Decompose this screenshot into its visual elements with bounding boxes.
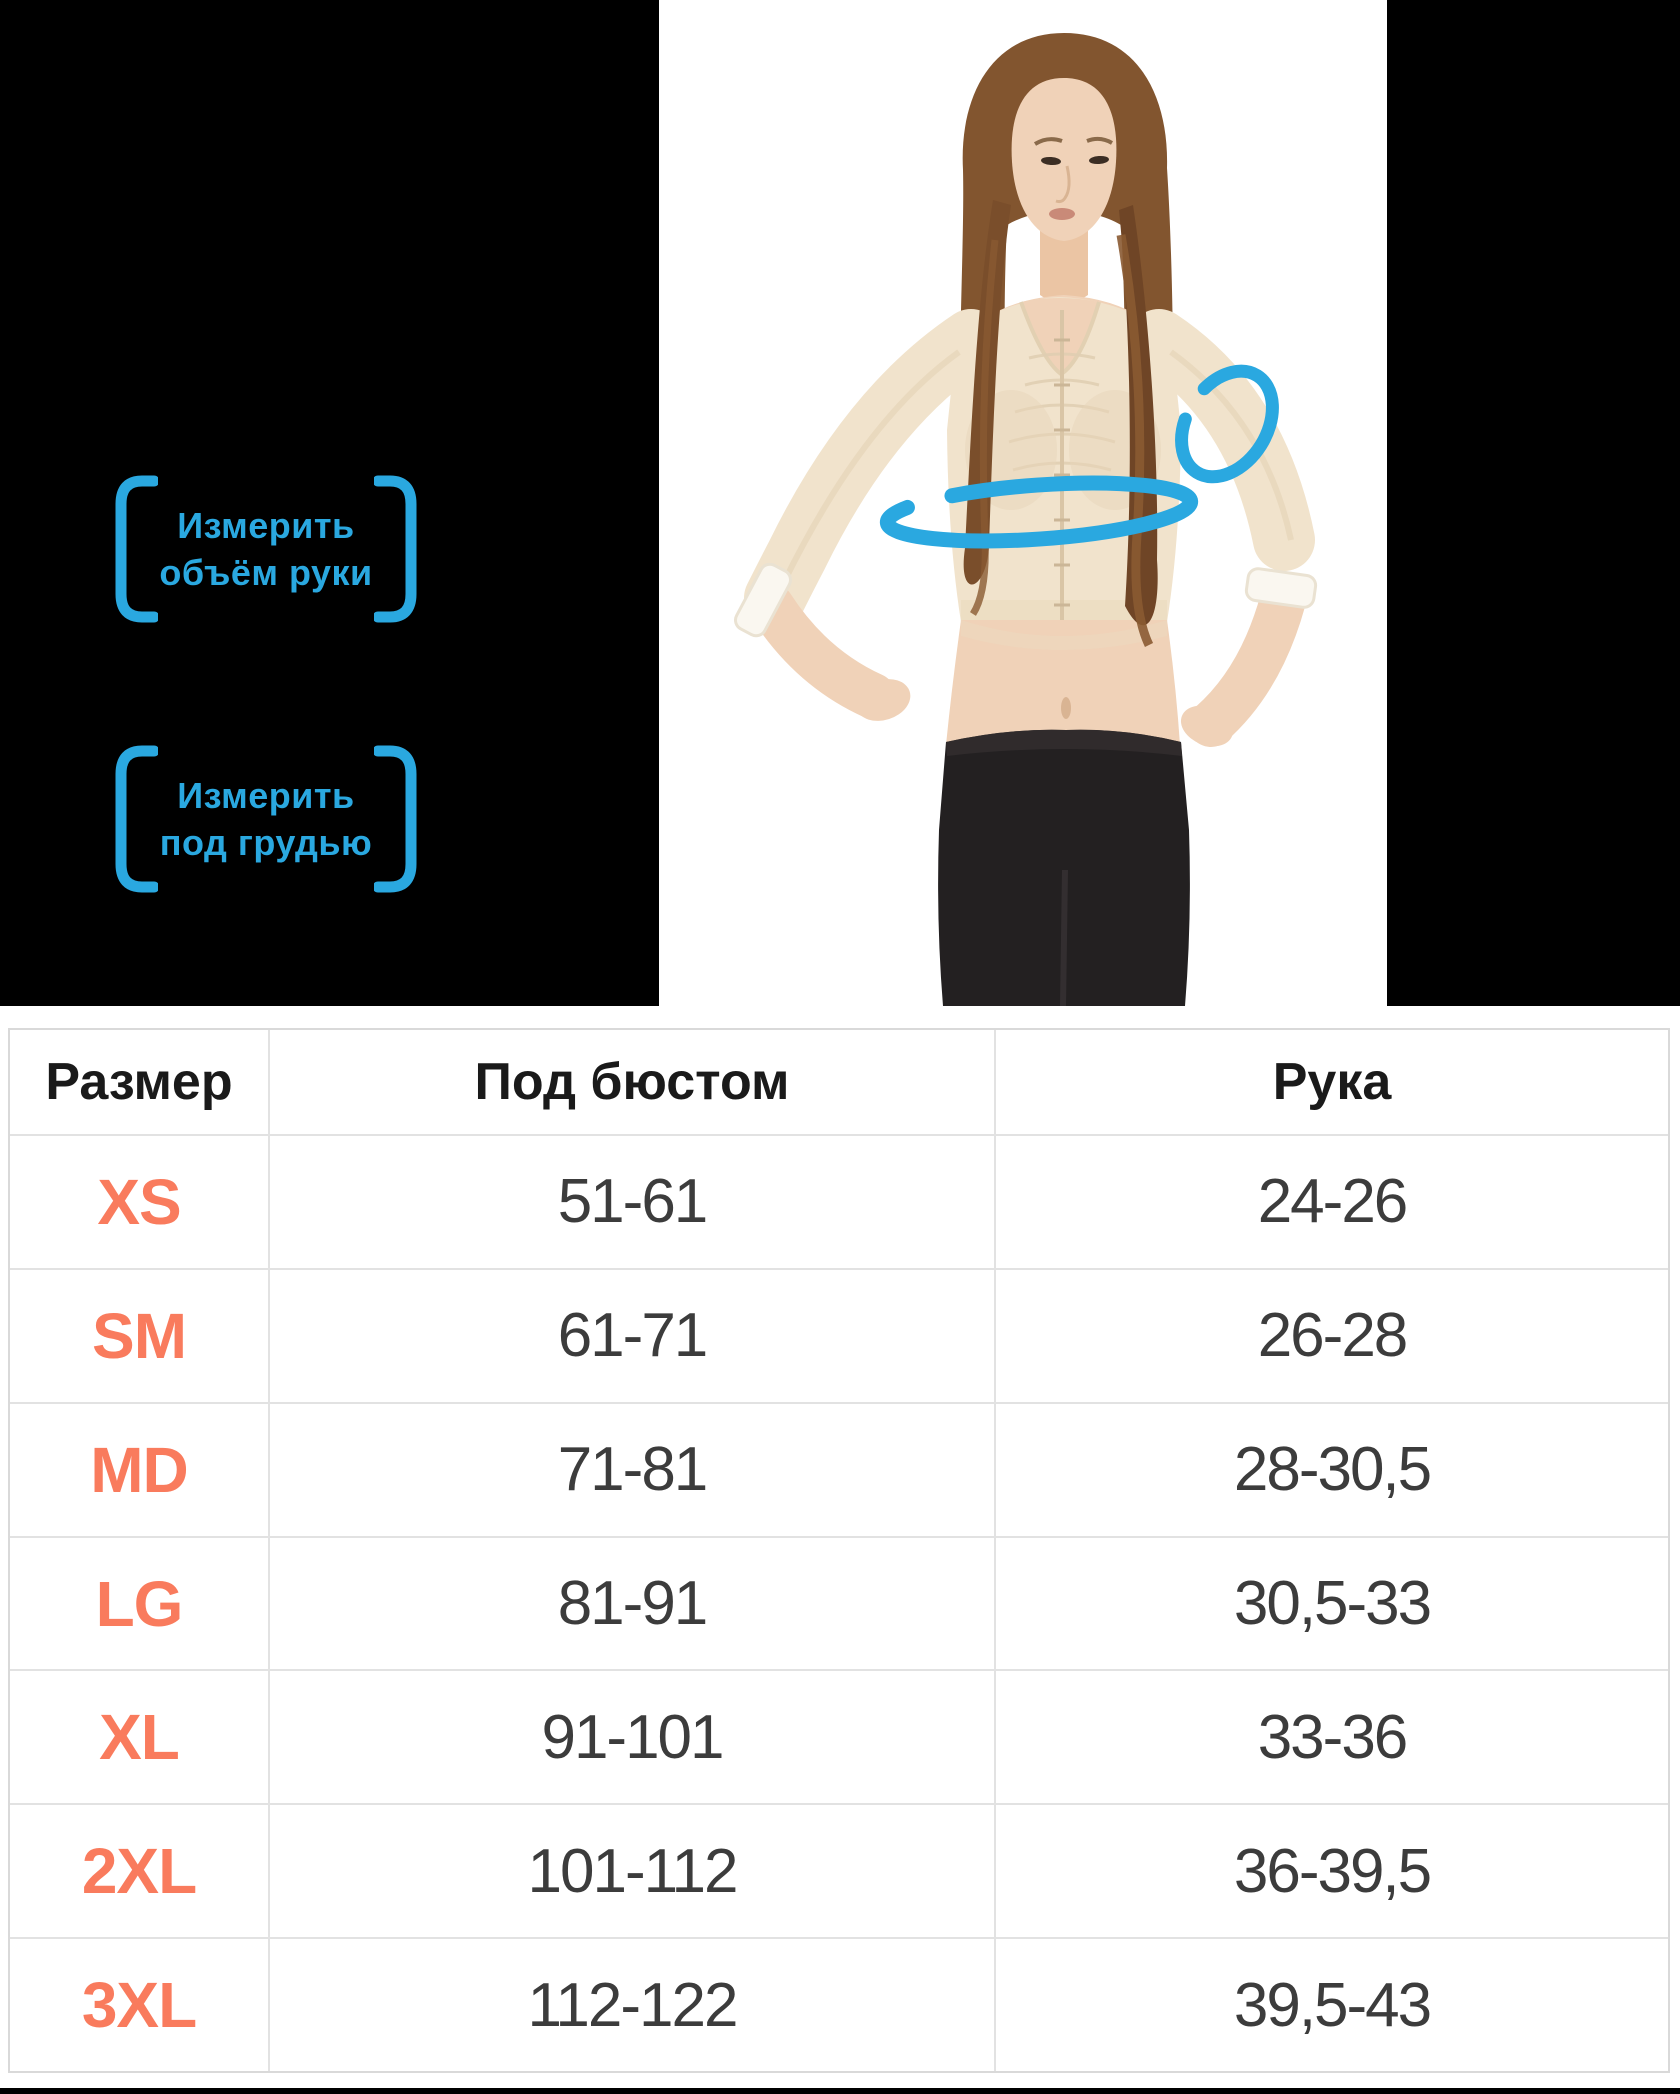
underbust-measure-ellipse — [879, 475, 1199, 549]
right-hand — [1180, 705, 1234, 747]
leggings — [938, 729, 1190, 1006]
left-forearm — [748, 583, 896, 719]
measure-arm-text: Измерить объём руки — [158, 502, 374, 596]
right-bracket-icon — [374, 745, 417, 893]
size-cell: XS — [10, 1136, 270, 1268]
underbust-cell: 61-71 — [270, 1269, 996, 1402]
hook-closure — [1054, 338, 1070, 607]
arm-cell: 26-28 — [1257, 1301, 1409, 1371]
underbust-cell: 112-122 — [270, 1939, 996, 2072]
midriff — [946, 620, 1180, 745]
left-bracket-icon — [115, 475, 158, 623]
right-bracket-icon — [374, 475, 417, 623]
table-row: 3XL 112-122 39,5-43 — [10, 1937, 1668, 2072]
table-row: LG 81-91 30,5-33 — [10, 1535, 1668, 1670]
model-illustration — [733, 33, 1318, 1006]
measure-arm-line2: объём руки — [159, 552, 373, 593]
measure-underbust-text: Измерить под грудью — [158, 772, 374, 866]
underbust-cell: 91-101 — [270, 1671, 996, 1804]
navel — [1061, 697, 1071, 719]
left-sleeve — [744, 309, 1002, 629]
hair-back — [959, 33, 1174, 631]
arm-cell: 39,5-43 — [1233, 1970, 1432, 2040]
arm-measure-ellipse — [1175, 364, 1279, 484]
table-row: SM 61-71 26-28 — [10, 1267, 1668, 1402]
header-underbust: Под бюстом — [270, 1030, 996, 1134]
table-row: MD 71-81 28-30,5 — [10, 1401, 1668, 1536]
arm-cell: 24-26 — [1257, 1167, 1409, 1237]
left-bracket-icon — [115, 745, 158, 893]
header-size: Размер — [10, 1030, 270, 1134]
size-cell: 2XL — [10, 1805, 270, 1938]
table-header-row: Размер Под бюстом Рука — [10, 1030, 1668, 1134]
arm-cell: 36-39,5 — [1233, 1836, 1432, 1906]
right-forearm — [1188, 577, 1306, 747]
measure-arm-line1: Измерить — [177, 505, 355, 546]
face-features — [1033, 136, 1114, 220]
measure-underbust-line1: Измерить — [177, 775, 355, 816]
underbust-cell: 51-61 — [270, 1136, 996, 1268]
table-row: 2XL 101-112 36-39,5 — [10, 1803, 1668, 1938]
model-photo — [659, 0, 1387, 1006]
size-cell: MD — [10, 1403, 270, 1536]
size-cell: 3XL — [10, 1939, 270, 2072]
right-lace-cuff — [1244, 567, 1318, 609]
left-hand — [855, 679, 911, 721]
left-lace-cuff — [733, 562, 793, 638]
size-cell: LG — [10, 1537, 270, 1670]
underbust-cell: 71-81 — [270, 1403, 996, 1536]
arm-cell: 28-30,5 — [1233, 1435, 1432, 1505]
arm-cell: 33-36 — [1257, 1702, 1409, 1772]
table-row: XL 91-101 33-36 — [10, 1669, 1668, 1804]
measure-underbust-line2: под грудью — [159, 822, 373, 863]
face — [1011, 78, 1117, 241]
bottom-edge — [0, 2088, 1680, 2094]
size-table: Размер Под бюстом Рука XS 51-61 24-26 SM 61-… — [8, 1028, 1670, 2073]
top-section: Измерить объём руки Измерить под грудью — [0, 0, 1680, 1006]
size-cell: SM — [10, 1269, 270, 1402]
table-row: XS 51-61 24-26 — [10, 1134, 1668, 1268]
measure-underbust-label: Измерить под грудью — [112, 744, 420, 894]
arm-cell: 30,5-33 — [1233, 1569, 1432, 1638]
underbust-cell: 101-112 — [270, 1805, 996, 1938]
measure-arm-label: Измерить объём руки — [112, 474, 420, 624]
header-arm: Рука — [1272, 1053, 1392, 1111]
underbust-cell: 81-91 — [270, 1537, 996, 1670]
size-cell: XL — [10, 1671, 270, 1804]
